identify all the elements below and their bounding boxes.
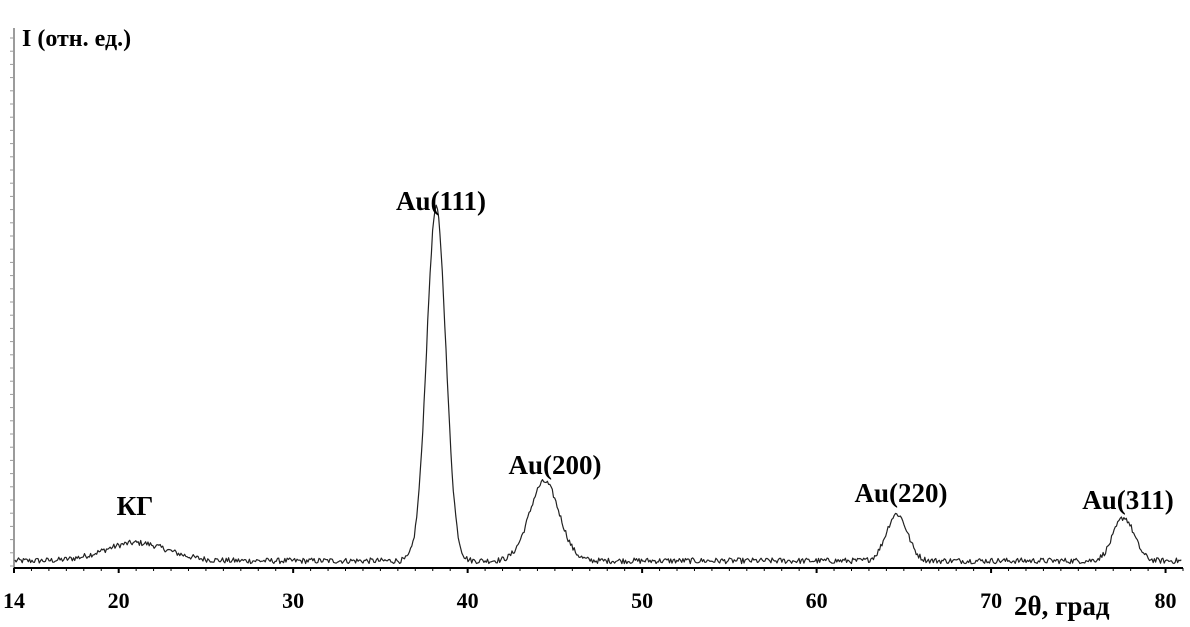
x-tick-label: 80	[1155, 588, 1177, 613]
peak-label: Au(111)	[396, 186, 486, 216]
diffraction-pattern-line	[14, 204, 1182, 565]
x-tick-label: 14	[3, 588, 25, 613]
x-tick-label: 70	[980, 588, 1002, 613]
x-tick-label: 60	[806, 588, 828, 613]
x-axis-minor-ticks	[13, 568, 1184, 571]
peak-label: Au(311)	[1082, 485, 1174, 515]
y-axis	[10, 28, 15, 568]
peak-label: Au(220)	[855, 478, 948, 508]
x-axis: 14 20 30 40 50 60 70 80	[3, 567, 1184, 613]
x-tick-label: 50	[631, 588, 653, 613]
y-axis-minor-ticks	[10, 37, 14, 567]
peak-labels: КГ Au(111) Au(200) Au(220) Au(311)	[117, 186, 1174, 521]
x-axis-label: 2θ, град	[1014, 591, 1110, 621]
y-axis-label: I (отн. ед.)	[22, 26, 131, 52]
peak-label: Au(200)	[509, 450, 602, 480]
x-tick-label: 20	[108, 588, 130, 613]
x-tick-label: 40	[457, 588, 479, 613]
peak-label: КГ	[117, 491, 154, 521]
x-tick-label: 30	[282, 588, 304, 613]
x-axis-tick-labels: 14 20 30 40 50 60 70 80	[3, 588, 1177, 613]
